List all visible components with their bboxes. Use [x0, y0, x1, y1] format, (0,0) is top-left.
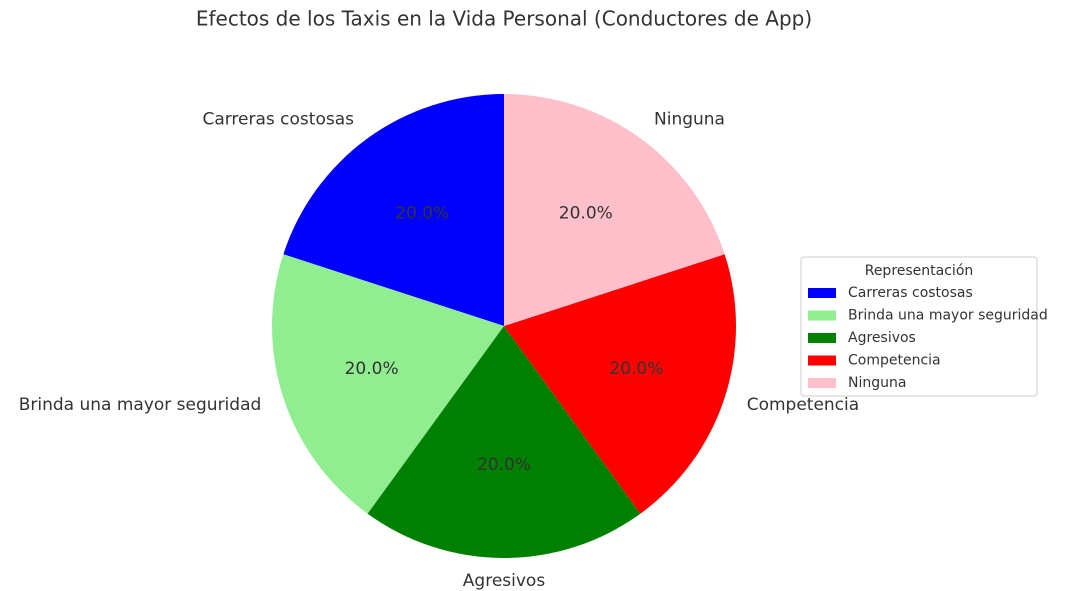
value-label: 20.0% — [477, 455, 531, 475]
legend-label: Competencia — [848, 353, 941, 369]
chart-title: Efectos de los Taxis en la Vida Personal… — [196, 7, 812, 31]
legend-label: Ninguna — [848, 375, 906, 391]
legend-label: Brinda una mayor seguridad — [848, 308, 1048, 324]
value-label: 20.0% — [395, 203, 449, 223]
pie-slice — [504, 93, 725, 326]
legend-swatch — [808, 288, 836, 298]
legend-label: Agresivos — [848, 330, 916, 346]
value-label: 20.0% — [345, 359, 399, 379]
legend-swatch — [808, 355, 836, 366]
pie-slice — [367, 326, 641, 558]
value-label: 20.0% — [559, 203, 613, 223]
pie-slice — [283, 94, 504, 326]
slice-label: Agresivos — [463, 571, 546, 591]
pie-slice — [272, 254, 504, 514]
legend-frame — [800, 256, 1038, 397]
legend-label: Carreras costosas — [848, 285, 973, 301]
slice-label: Ninguna — [654, 110, 725, 130]
value-label: 20.0% — [609, 359, 663, 379]
pie-slice — [504, 254, 736, 514]
legend-swatch — [808, 310, 836, 321]
slice-label: Competencia — [747, 395, 859, 415]
legend: Representación Carreras costosas Brinda un… — [800, 256, 1048, 397]
legend-swatch — [808, 333, 836, 343]
legend-title: Representación — [865, 263, 974, 279]
slice-label: Brinda una mayor seguridad — [19, 395, 262, 415]
legend-swatch — [808, 378, 836, 388]
slice-label: Carreras costosas — [202, 110, 354, 130]
